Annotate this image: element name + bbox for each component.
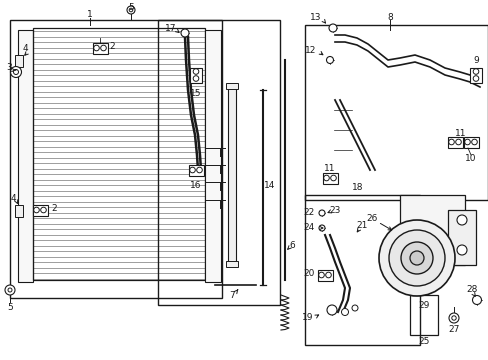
Text: 20: 20	[303, 270, 314, 279]
Circle shape	[181, 29, 189, 37]
Circle shape	[451, 316, 455, 320]
Circle shape	[318, 210, 325, 216]
Bar	[190, 68, 202, 82]
Text: 23: 23	[328, 206, 340, 215]
Text: 22: 22	[303, 207, 314, 216]
Circle shape	[318, 225, 325, 231]
Text: 13: 13	[309, 13, 321, 22]
Text: 9: 9	[472, 55, 478, 64]
Circle shape	[129, 8, 133, 12]
Bar	[447, 210, 475, 265]
Text: 4: 4	[10, 194, 16, 202]
Bar	[92, 42, 107, 54]
Text: 2: 2	[51, 203, 57, 212]
Bar	[227, 85, 236, 265]
Bar	[188, 165, 203, 176]
Bar	[305, 195, 419, 345]
Circle shape	[5, 285, 15, 295]
Text: 16: 16	[190, 180, 202, 189]
Bar	[15, 55, 23, 67]
Text: 25: 25	[417, 338, 429, 346]
Circle shape	[351, 305, 357, 311]
Text: 24: 24	[303, 222, 314, 231]
Bar	[15, 205, 23, 217]
Text: 6: 6	[288, 240, 294, 249]
Bar	[32, 204, 47, 216]
Circle shape	[341, 309, 348, 315]
Bar	[33, 28, 204, 280]
Circle shape	[448, 313, 458, 323]
Bar	[305, 25, 487, 200]
Text: 21: 21	[356, 220, 367, 230]
Bar	[463, 136, 478, 148]
Bar	[18, 30, 33, 282]
Text: 28: 28	[466, 285, 477, 294]
Bar	[225, 83, 238, 89]
Circle shape	[378, 220, 454, 296]
Circle shape	[456, 215, 466, 225]
Circle shape	[471, 296, 481, 305]
Text: 17: 17	[164, 23, 176, 32]
Text: 7: 7	[229, 291, 234, 300]
Circle shape	[14, 69, 19, 75]
Text: 10: 10	[464, 153, 476, 162]
Text: 15: 15	[190, 89, 202, 98]
Circle shape	[409, 251, 423, 265]
Text: 4: 4	[22, 44, 28, 53]
Bar	[225, 261, 238, 267]
Text: 29: 29	[417, 301, 429, 310]
Text: 5: 5	[128, 3, 134, 12]
Text: 14: 14	[264, 180, 275, 189]
Text: 27: 27	[447, 325, 459, 334]
Bar	[322, 172, 337, 184]
Text: 2: 2	[109, 41, 115, 50]
Circle shape	[388, 230, 444, 286]
Bar	[447, 136, 462, 148]
Text: 19: 19	[301, 314, 312, 323]
Bar	[10, 20, 222, 298]
Text: 3: 3	[6, 63, 12, 72]
Circle shape	[456, 245, 466, 255]
Text: 26: 26	[366, 213, 377, 222]
Text: 11: 11	[454, 129, 466, 138]
Text: 11: 11	[324, 163, 335, 172]
Bar	[317, 270, 332, 280]
Text: 18: 18	[351, 183, 363, 192]
Bar	[469, 68, 481, 82]
Circle shape	[328, 24, 336, 32]
Text: 12: 12	[305, 45, 316, 54]
Circle shape	[127, 6, 135, 14]
Circle shape	[8, 288, 12, 292]
Circle shape	[10, 67, 21, 77]
Text: 8: 8	[386, 13, 392, 22]
Circle shape	[400, 242, 432, 274]
Text: 1: 1	[87, 9, 93, 18]
Text: 5: 5	[7, 303, 13, 312]
Bar	[409, 295, 437, 335]
Circle shape	[326, 305, 336, 315]
Bar	[158, 20, 280, 305]
Circle shape	[326, 57, 333, 63]
Bar	[204, 30, 221, 282]
Bar	[399, 195, 464, 265]
